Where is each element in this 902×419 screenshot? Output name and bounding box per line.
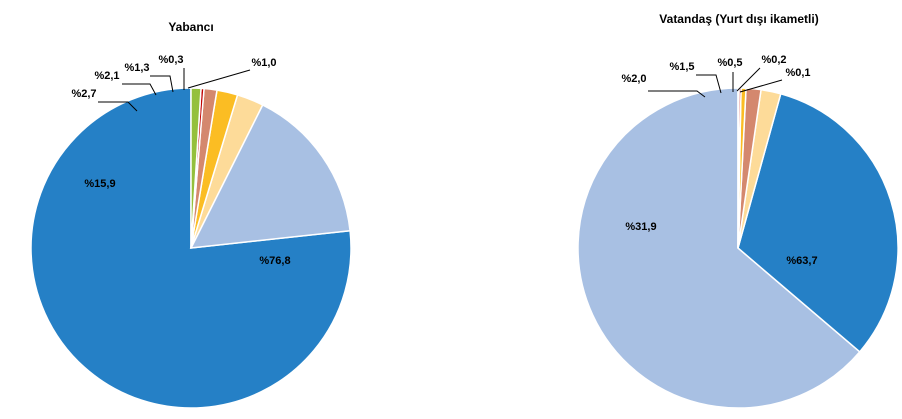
slice-data-label: %0,3	[158, 54, 183, 66]
pie-slice	[577, 87, 861, 409]
label-leader-line	[696, 74, 722, 94]
pie-slice	[737, 92, 899, 353]
slice-data-label: %0,5	[717, 57, 742, 69]
chart-title-vatandas: Vatandaş (Yurt dışı ikametli)	[659, 12, 818, 26]
label-leader-line	[739, 79, 783, 93]
slice-data-label: %2,1	[94, 70, 119, 82]
label-leader-line	[648, 90, 706, 98]
slice-data-label: %1,5	[669, 61, 694, 73]
slice-data-label: %0,2	[761, 54, 786, 66]
slice-data-label: %63,7	[786, 255, 817, 267]
slice-data-label: %1,0	[251, 57, 276, 69]
label-leader-line	[122, 83, 157, 96]
slice-data-label: %31,9	[625, 221, 656, 233]
slice-data-label: %15,9	[84, 178, 115, 190]
label-leader-line	[187, 69, 251, 89]
slice-data-label: %76,8	[259, 255, 290, 267]
pie-chart-vatandas: %63,7 %31,9 %2,0 %1,5 %0,5 %0,2%0,1	[577, 54, 899, 409]
slice-data-label: %2,7	[71, 88, 96, 100]
pie-slice	[190, 87, 202, 249]
pie-chart-yabanci: %76,8 %15,9 %2,7 %2,1 %1,3 %0,3 %1,0	[30, 54, 352, 409]
slice-data-label: %0,1	[785, 67, 810, 79]
slice-data-label: %1,3	[124, 62, 149, 74]
pie-slice	[737, 87, 740, 249]
label-leader-line	[736, 67, 761, 92]
chart-title-yabanci: Yabancı	[168, 20, 213, 34]
pie-slice	[189, 103, 351, 249]
label-leader-line	[150, 75, 174, 93]
label-leader-line	[98, 101, 138, 112]
slice-data-label: %2,0	[621, 73, 646, 85]
